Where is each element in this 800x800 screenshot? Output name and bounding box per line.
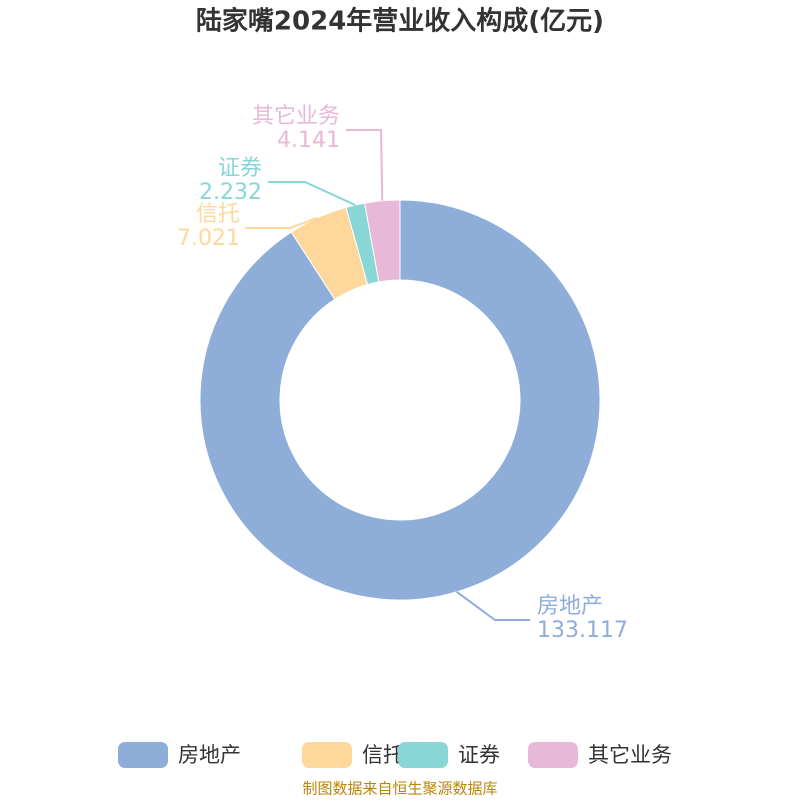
value-label: 2.232 — [199, 180, 262, 205]
legend-label: 房地产 — [178, 743, 241, 767]
slice-label: 证券 — [218, 156, 262, 181]
slice-label: 其它业务 — [252, 104, 340, 129]
value-label: 7.021 — [177, 226, 240, 251]
legend-label: 信托 — [362, 743, 404, 767]
donut-slice — [364, 199, 401, 283]
value-label: 4.141 — [277, 128, 340, 153]
leader-line — [346, 129, 384, 201]
legend-label: 其它业务 — [588, 743, 672, 767]
slice-label: 房地产 — [537, 594, 603, 619]
slice-label: 信托 — [196, 202, 240, 227]
donut-slice — [199, 199, 601, 601]
legend-swatch — [302, 742, 352, 768]
legend-swatch — [118, 742, 168, 768]
value-label: 133.117 — [537, 618, 628, 643]
leader-line — [268, 181, 356, 206]
leader-line — [245, 216, 319, 229]
legend-swatch — [528, 742, 578, 768]
legend-swatch — [398, 742, 448, 768]
legend-label: 证券 — [458, 743, 500, 767]
leader-line — [456, 591, 530, 621]
chart-title: 陆家嘴2024年营业收入构成(亿元) — [196, 6, 604, 37]
source-note: 制图数据来自恒生聚源数据库 — [302, 780, 497, 798]
